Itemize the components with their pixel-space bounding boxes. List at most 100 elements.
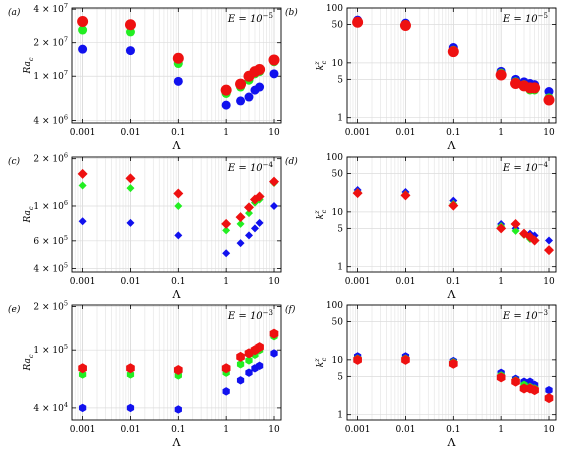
data-point	[173, 188, 184, 199]
data-point	[173, 365, 183, 376]
grid	[346, 7, 556, 123]
data-point	[448, 358, 458, 369]
data-point	[126, 403, 135, 413]
blue-series	[78, 349, 278, 414]
y-tick-label: 1 × 106	[33, 199, 68, 212]
data-point	[235, 78, 247, 90]
panel-label: (b)	[285, 7, 298, 18]
data-point	[255, 82, 265, 92]
data-point	[126, 363, 135, 374]
x-tick-label: 10	[268, 128, 280, 138]
y-tick-label: 1	[337, 263, 343, 273]
data-point	[270, 201, 279, 210]
data-point	[126, 370, 135, 379]
y-tick-label: 5	[337, 75, 343, 85]
data-point	[353, 354, 362, 365]
y-tick-label: 2 × 107	[33, 36, 68, 49]
red-series	[77, 16, 280, 96]
data-point	[545, 236, 554, 245]
x-tick-label: 10	[268, 425, 280, 435]
y-tick-label: 5	[337, 372, 343, 382]
data-point	[269, 69, 279, 79]
grid	[346, 304, 556, 420]
ekman-annotation: E = 10−3	[227, 309, 273, 322]
data-point	[255, 361, 264, 371]
grid	[346, 156, 556, 272]
data-point	[244, 209, 253, 218]
data-point	[243, 202, 254, 213]
data-point	[543, 94, 555, 106]
red-series	[352, 188, 555, 256]
data-point	[530, 385, 539, 396]
data-point	[77, 168, 88, 179]
data-point	[236, 376, 245, 385]
red-series	[352, 16, 555, 106]
x-tick-label: 0.001	[345, 425, 371, 435]
x-tick-label: 0.01	[120, 128, 140, 138]
data-point	[78, 44, 88, 54]
y-axis-label: Rac	[23, 57, 35, 74]
data-point	[124, 19, 136, 31]
data-point	[401, 354, 410, 365]
ekman-annotation: E = 10−4	[502, 161, 549, 174]
plot-frame	[346, 156, 557, 273]
data-point	[400, 190, 411, 201]
x-tick-label: 0.001	[70, 425, 96, 435]
data-point	[496, 372, 506, 383]
x-tick-label: 0.1	[446, 277, 460, 287]
x-tick-label: 0.001	[70, 128, 96, 138]
y-tick-label: 50	[332, 170, 344, 180]
panel-label: (c)	[8, 156, 21, 167]
data-point	[244, 92, 254, 102]
data-point	[244, 231, 253, 240]
data-point	[174, 231, 183, 240]
x-tick-label: 10	[268, 277, 280, 287]
data-point	[126, 218, 135, 227]
plot-frame	[71, 156, 282, 273]
x-tick-label: 0.001	[70, 277, 96, 287]
data-point	[447, 46, 459, 58]
y-axis-label: Rac	[23, 206, 35, 223]
plot-frame	[71, 304, 282, 421]
data-point	[78, 403, 87, 413]
y-tick-label: 4 × 104	[33, 401, 68, 414]
panel-label: (f)	[285, 304, 296, 315]
data-point	[172, 52, 184, 64]
data-point	[269, 176, 280, 187]
y-tick-label: 1 × 105	[33, 343, 68, 356]
data-point	[174, 201, 183, 210]
x-tick-label: 0.1	[446, 425, 460, 435]
data-point	[529, 82, 541, 94]
data-point	[352, 16, 364, 28]
panel-c: 0.001 0.01 0.1 1 10 4 × 105 6 × 105 1 × 106 2 × …	[8, 152, 282, 301]
x-tick-label: 0.1	[171, 277, 185, 287]
plot-frame	[346, 304, 557, 421]
data-point	[511, 226, 520, 235]
ekman-annotation: E = 10−5	[227, 12, 273, 25]
data-point	[77, 16, 89, 28]
data-point	[173, 76, 183, 86]
x-tick-label: 1	[223, 128, 229, 138]
y-tick-label: 6 × 105	[33, 234, 68, 247]
panel-label: (d)	[285, 156, 298, 167]
data-point	[495, 69, 507, 81]
plot-frame	[346, 7, 557, 124]
y-tick-label: 4 × 105	[33, 262, 68, 275]
y-tick-label: 1 × 107	[33, 69, 68, 82]
data-point	[254, 191, 265, 202]
y-tick-label: 4 × 106	[33, 114, 68, 127]
data-point	[222, 249, 231, 258]
x-tick-label: 0.01	[120, 425, 140, 435]
blue-series	[78, 201, 279, 258]
y-tick-label: 100	[326, 4, 343, 14]
y-tick-label: 4 × 107	[33, 2, 68, 15]
data-point	[236, 360, 245, 369]
x-tick-label: 10	[543, 425, 555, 435]
grid	[71, 157, 281, 272]
data-point	[249, 194, 260, 205]
data-point	[448, 200, 459, 211]
y-tick-label: 2 × 106	[33, 152, 68, 165]
data-point	[174, 405, 182, 414]
